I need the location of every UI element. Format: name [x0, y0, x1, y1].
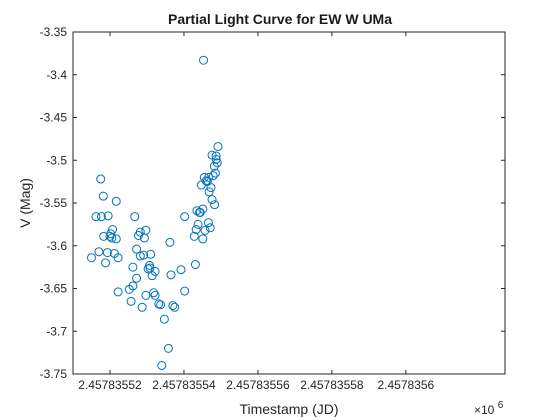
- data-point: [210, 200, 220, 210]
- data-point: [204, 187, 214, 197]
- chart-title: Partial Light Curve for EW W UMa: [168, 11, 392, 27]
- x-tick-label: 2.4578356: [378, 378, 435, 392]
- data-point: [141, 290, 151, 300]
- y-tick-label: -3.6: [46, 239, 67, 253]
- y-tick-label: -3.55: [40, 196, 68, 210]
- data-point: [176, 265, 186, 275]
- x-axis-label: Timestamp (JD): [239, 401, 338, 417]
- data-point: [156, 300, 166, 310]
- data-point: [205, 223, 215, 233]
- data-point: [163, 343, 173, 353]
- data-point: [98, 191, 108, 201]
- y-axis-label: V (Mag): [17, 178, 33, 228]
- data-point: [86, 253, 96, 263]
- data-point: [199, 55, 209, 65]
- data-point: [132, 273, 142, 283]
- y-tick-label: -3.4: [46, 68, 67, 82]
- data-point: [207, 195, 217, 205]
- data-point: [96, 174, 106, 184]
- data-point: [130, 212, 140, 222]
- data-point: [180, 212, 190, 222]
- data-point: [128, 281, 138, 291]
- data-point: [106, 229, 116, 239]
- data-point: [154, 299, 164, 309]
- y-axis: -3.35 -3.4 -3.45 -3.5 -3.55 -3.6 -3.65 -3.7 -3.7…: [40, 25, 505, 381]
- x-axis-exponent-power: 6: [498, 400, 504, 411]
- data-point: [211, 151, 221, 161]
- data-point: [139, 250, 149, 260]
- data-point: [180, 286, 190, 296]
- data-point: [165, 237, 175, 247]
- data-point: [135, 227, 145, 237]
- data-point: [107, 233, 117, 243]
- data-point: [198, 234, 208, 244]
- y-tick-label: -3.65: [40, 282, 68, 296]
- data-point: [168, 301, 178, 311]
- data-point: [204, 172, 214, 182]
- x-axis-exponent: ×10 6: [474, 400, 504, 417]
- data-point: [113, 287, 123, 297]
- data-point: [111, 196, 121, 206]
- points-layer: [86, 55, 223, 370]
- x-axis-exponent-base: ×10: [474, 403, 495, 417]
- data-point: [103, 211, 113, 221]
- data-point: [166, 270, 176, 280]
- data-point: [126, 296, 136, 306]
- data-point: [137, 302, 147, 312]
- data-point: [203, 218, 213, 228]
- data-point: [210, 168, 220, 178]
- data-point: [132, 244, 142, 254]
- data-point: [159, 314, 169, 324]
- data-point: [191, 225, 201, 235]
- data-point: [170, 302, 180, 312]
- y-tick-label: -3.5: [46, 153, 67, 167]
- y-tick-label: -3.45: [40, 111, 68, 125]
- data-point: [102, 248, 112, 258]
- x-tick-label: 2.45783554: [152, 378, 216, 392]
- data-point: [157, 360, 167, 370]
- data-point: [206, 183, 216, 193]
- data-point: [141, 225, 151, 235]
- data-point: [193, 219, 203, 229]
- data-point: [111, 234, 121, 244]
- x-tick-label: 2.45783552: [78, 378, 142, 392]
- data-point: [150, 290, 160, 300]
- data-point: [146, 249, 156, 259]
- data-point: [208, 171, 218, 181]
- data-point: [189, 231, 199, 241]
- data-point: [213, 142, 223, 152]
- data-point: [91, 212, 101, 222]
- y-tick-label: -3.35: [40, 25, 68, 39]
- data-point: [128, 262, 138, 272]
- data-point: [135, 251, 145, 261]
- data-point: [101, 258, 111, 268]
- data-point: [190, 260, 200, 270]
- x-tick-label: 2.45783556: [226, 378, 290, 392]
- data-point: [96, 212, 106, 222]
- data-point: [198, 204, 208, 214]
- data-point: [150, 266, 160, 276]
- data-point: [200, 225, 210, 235]
- data-point: [149, 288, 159, 298]
- data-point: [94, 247, 104, 257]
- x-axis: 2.45783552 2.45783554 2.45783556 2.45783558…: [78, 32, 435, 392]
- y-tick-label: -3.75: [40, 367, 68, 381]
- y-tick-label: -3.7: [46, 324, 67, 338]
- data-point: [108, 225, 118, 235]
- x-tick-label: 2.45783558: [300, 378, 364, 392]
- data-point: [113, 253, 123, 263]
- data-point: [212, 158, 222, 168]
